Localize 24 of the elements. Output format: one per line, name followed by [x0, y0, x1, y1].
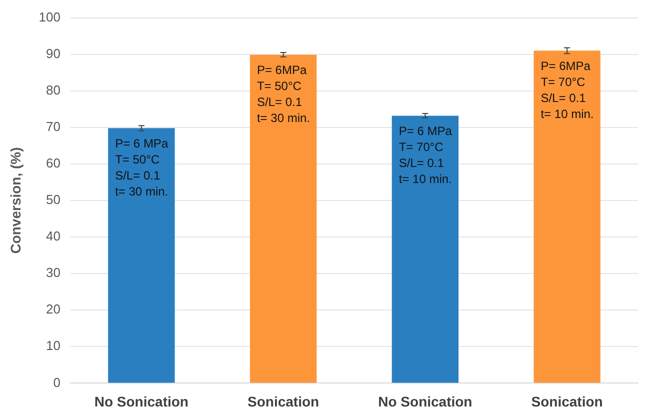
x-tick-label: Sonication [248, 393, 320, 410]
y-tick-label: 70 [46, 119, 60, 134]
y-tick-label: 100 [38, 9, 60, 24]
y-tick-label: 60 [46, 156, 60, 171]
annotation: P= 6MPa T= 70°C S/L= 0.1 t= 10 min. [540, 59, 594, 121]
y-tick-label: 10 [46, 338, 60, 354]
y-tick-label: 90 [46, 46, 60, 61]
bar [250, 54, 317, 383]
y-tick-label: 0 [53, 374, 60, 390]
y-tick-label: 40 [46, 228, 60, 244]
y-tick-label: 30 [46, 265, 60, 280]
annotation: P= 6 MPa T= 50°C S/L= 0.1 t= 30 min. [115, 136, 168, 198]
annotation: P= 6 MPa T= 70°C S/L= 0.1 t= 10 min. [398, 124, 452, 186]
y-tick-label: 20 [46, 302, 60, 317]
y-tick-label: 50 [46, 192, 60, 208]
bar [534, 50, 600, 383]
bar [392, 116, 459, 383]
y-axis-title: Conversion, (%) [7, 147, 24, 254]
x-tick-label: No Sonication [378, 393, 472, 410]
y-tick-label: 80 [46, 82, 60, 98]
annotation: P= 6MPa T= 50°C S/L= 0.1 t= 30 min. [256, 63, 310, 126]
x-tick-label: Sonication [531, 393, 603, 410]
bar [108, 128, 175, 383]
x-tick-label: No Sonication [94, 393, 188, 410]
